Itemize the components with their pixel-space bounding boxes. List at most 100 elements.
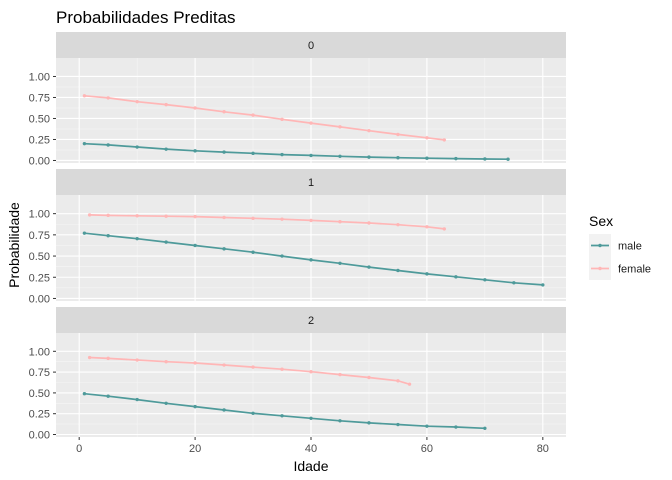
data-point-female <box>396 132 400 137</box>
data-point-male <box>309 416 313 420</box>
data-point-male <box>82 231 87 235</box>
facet-strip <box>56 169 566 195</box>
data-point-female <box>106 96 110 100</box>
x-tick-label: 0 <box>76 443 82 455</box>
y-tick-label: 0.50 <box>29 388 50 400</box>
data-point-male <box>251 411 255 415</box>
series-female <box>87 355 412 386</box>
data-point-female <box>309 369 313 374</box>
data-point-male <box>193 149 197 153</box>
facet-panel-0: 0 0.00 0.25 0.50 0.75 1.00 <box>29 32 566 167</box>
data-point-female <box>396 222 400 227</box>
y-tick-label: 0.25 <box>29 272 50 284</box>
data-point-male <box>135 145 139 149</box>
data-point-female <box>367 375 371 380</box>
data-point-male <box>506 157 510 161</box>
x-axis-label: Idade <box>293 458 328 474</box>
data-point-male <box>396 422 400 427</box>
data-point-male <box>222 247 226 251</box>
facet-strip <box>56 307 566 333</box>
data-point-male <box>512 281 516 285</box>
facet-panel-1: 1 0.00 0.25 0.50 0.75 1.00 <box>29 169 566 305</box>
facet-panels: 0 0.00 0.25 0.50 0.75 1.00 1 0.00 0.25 0.50 0.75 1.… <box>29 32 566 442</box>
data-point-male <box>106 234 110 238</box>
data-point-male <box>251 151 255 156</box>
data-point-male <box>280 254 284 258</box>
data-point-female <box>338 372 342 377</box>
data-point-male <box>396 156 400 160</box>
x-tick-label: 40 <box>305 443 317 455</box>
legend-label-male: male <box>618 241 642 253</box>
y-tick-label: 0.75 <box>29 230 50 242</box>
data-point-male <box>280 414 284 418</box>
data-point-female <box>135 99 139 104</box>
x-axis: 0 20 40 60 80 <box>76 437 549 455</box>
data-point-male <box>82 392 87 396</box>
data-point-male <box>541 283 545 287</box>
data-point-female <box>251 365 255 369</box>
data-point-male <box>338 154 342 158</box>
data-point-female <box>425 225 429 229</box>
legend-item-female: female <box>589 257 651 280</box>
x-tick-label: 20 <box>189 443 201 455</box>
data-point-female <box>87 213 92 217</box>
data-point-male <box>164 240 168 244</box>
data-point-male <box>222 408 226 412</box>
facet-strip <box>56 32 566 58</box>
data-point-female <box>407 382 412 386</box>
data-point-female <box>193 361 197 365</box>
data-point-female <box>251 216 255 221</box>
legend-item-male: male <box>589 234 642 257</box>
data-point-male <box>396 268 400 273</box>
legend-title: Sex <box>589 213 613 229</box>
data-point-female <box>309 218 313 223</box>
data-point-female <box>251 113 255 117</box>
data-point-female <box>338 220 342 224</box>
x-tick-label: 60 <box>421 443 433 455</box>
y-tick-label: 0.25 <box>29 134 50 146</box>
y-tick-label: 1.00 <box>29 346 50 358</box>
data-point-female <box>87 355 92 360</box>
y-tick-label: 0.50 <box>29 251 50 263</box>
data-point-female <box>193 214 197 219</box>
facet-panel-2: 2 0.00 0.25 0.50 0.75 1.00 <box>29 307 566 442</box>
data-point-female <box>164 360 168 364</box>
data-point-female <box>106 213 110 218</box>
y-tick-label: 1.00 <box>29 71 50 83</box>
legend: Sex male female <box>589 213 651 280</box>
y-tick-label: 1.00 <box>29 209 50 221</box>
data-point-male <box>338 419 342 423</box>
data-point-female <box>442 227 446 231</box>
data-point-male <box>367 421 371 425</box>
series-line-female <box>84 94 445 141</box>
legend-key-point <box>598 243 602 248</box>
data-point-male <box>367 265 371 269</box>
data-point-male <box>135 397 139 402</box>
data-point-female <box>338 125 342 129</box>
series-male <box>82 141 510 161</box>
data-point-female <box>280 217 284 221</box>
legend-label-female: female <box>618 264 651 276</box>
data-point-male <box>222 150 226 154</box>
series-line-female <box>89 214 445 230</box>
y-tick-label: 0.25 <box>29 409 50 421</box>
y-tick-label: 0.00 <box>29 155 50 167</box>
y-axis-label: Probabilidade <box>6 202 22 288</box>
data-point-male <box>454 425 458 429</box>
data-point-male <box>338 261 342 265</box>
y-tick-label: 0.00 <box>29 293 50 305</box>
data-point-male <box>483 157 487 161</box>
data-point-female <box>396 379 400 383</box>
data-point-female <box>222 363 226 367</box>
data-point-male <box>106 394 110 398</box>
legend-key-point <box>598 266 602 271</box>
y-tick-label: 0.75 <box>29 92 50 104</box>
data-point-female <box>82 94 87 98</box>
data-point-female <box>222 215 226 220</box>
y-tick-label: 0.75 <box>29 367 50 379</box>
data-point-male <box>454 156 458 161</box>
data-point-male <box>367 155 371 159</box>
data-point-male <box>106 143 110 147</box>
data-point-female <box>135 358 139 362</box>
